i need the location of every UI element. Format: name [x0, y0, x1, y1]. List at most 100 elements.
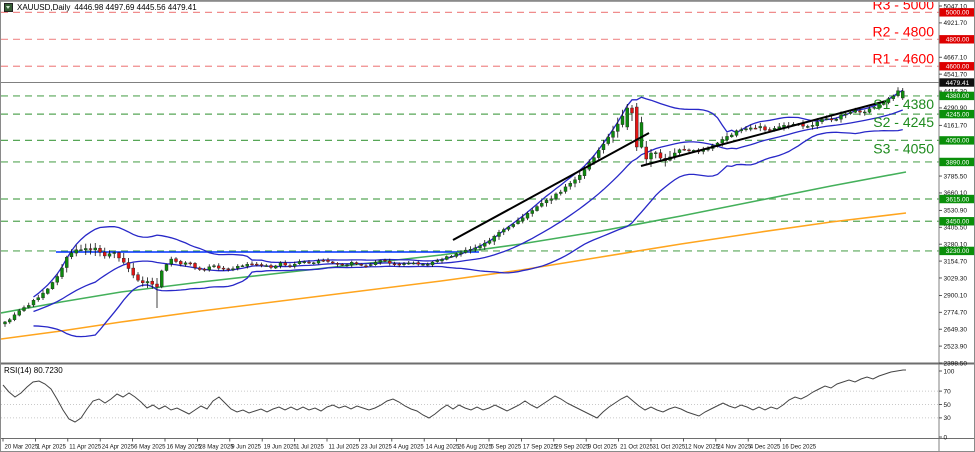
candlestick[interactable]	[421, 263, 425, 266]
candlestick[interactable]	[483, 240, 487, 250]
candlestick[interactable]	[492, 234, 496, 245]
candlestick[interactable]	[749, 124, 753, 132]
candlestick[interactable]	[326, 257, 330, 263]
candlestick[interactable]	[810, 121, 815, 130]
candlestick[interactable]	[269, 263, 273, 270]
candlestick[interactable]	[321, 258, 325, 263]
candlestick[interactable]	[307, 259, 311, 264]
candlestick[interactable]	[250, 261, 254, 266]
candlestick[interactable]	[616, 117, 620, 138]
candlestick[interactable]	[212, 263, 216, 268]
candlestick[interactable]	[36, 294, 40, 302]
candlestick[interactable]	[753, 124, 758, 130]
candlestick[interactable]	[511, 223, 515, 229]
candlestick[interactable]	[17, 308, 21, 317]
candlestick[interactable]	[141, 276, 145, 287]
candlestick[interactable]	[350, 260, 354, 268]
candlestick[interactable]	[744, 125, 748, 132]
candlestick[interactable]	[226, 267, 230, 272]
candlestick[interactable]	[79, 244, 83, 252]
candlestick[interactable]	[169, 256, 173, 267]
candlestick[interactable]	[131, 262, 135, 279]
candlestick[interactable]	[426, 262, 430, 267]
bollinger-lower-band[interactable]	[33, 128, 903, 338]
candlestick[interactable]	[530, 207, 534, 217]
candlestick[interactable]	[430, 261, 435, 268]
candlestick[interactable]	[288, 263, 292, 268]
candlestick[interactable]	[88, 243, 93, 255]
candlestick[interactable]	[46, 288, 50, 295]
candlestick[interactable]	[335, 262, 340, 267]
candlestick[interactable]	[725, 132, 729, 142]
candlestick[interactable]	[383, 258, 387, 263]
candlestick[interactable]	[112, 251, 116, 259]
candlestick[interactable]	[601, 139, 606, 154]
candlestick[interactable]	[255, 262, 259, 267]
candlestick[interactable]	[202, 267, 207, 272]
trendline-2[interactable]	[640, 100, 887, 167]
candlestick[interactable]	[354, 261, 359, 266]
candlestick[interactable]	[886, 97, 891, 105]
trendline-1[interactable]	[452, 132, 650, 241]
candlestick[interactable]	[758, 122, 762, 132]
candlestick[interactable]	[364, 264, 368, 268]
candlestick[interactable]	[863, 109, 867, 116]
candlestick[interactable]	[549, 195, 553, 204]
candlestick[interactable]	[84, 243, 88, 256]
candlestick[interactable]	[27, 302, 31, 309]
orange-ma-line[interactable]	[1, 212, 907, 340]
candlestick[interactable]	[573, 176, 577, 188]
candlestick[interactable]	[449, 255, 454, 258]
candlestick[interactable]	[563, 184, 568, 194]
candlestick[interactable]	[160, 269, 164, 289]
candlestick[interactable]	[497, 229, 501, 240]
candlestick[interactable]	[136, 272, 140, 282]
candlestick[interactable]	[677, 148, 682, 155]
candlestick[interactable]	[734, 129, 739, 138]
candlestick[interactable]	[359, 263, 363, 267]
candlestick[interactable]	[454, 252, 458, 259]
candlestick[interactable]	[217, 263, 221, 271]
candlestick[interactable]	[445, 255, 449, 261]
candlestick[interactable]	[468, 246, 473, 254]
candlestick[interactable]	[597, 147, 601, 162]
candlestick[interactable]	[207, 264, 211, 272]
candlestick[interactable]	[150, 277, 154, 289]
candlestick[interactable]	[259, 262, 264, 268]
rsi-line[interactable]	[2, 369, 906, 423]
bollinger-middle-band[interactable]	[33, 109, 903, 313]
candlestick[interactable]	[69, 249, 74, 260]
candlestick[interactable]	[8, 317, 12, 324]
candlestick[interactable]	[155, 278, 159, 308]
candlestick[interactable]	[654, 150, 658, 159]
candlestick[interactable]	[107, 250, 112, 259]
candlestick[interactable]	[392, 261, 397, 267]
candlestick[interactable]	[535, 204, 539, 212]
candlestick[interactable]	[22, 305, 26, 313]
candlestick[interactable]	[516, 217, 520, 225]
candlestick[interactable]	[416, 260, 420, 266]
candlestick[interactable]	[331, 261, 335, 265]
candlestick[interactable]	[50, 281, 55, 290]
candlestick[interactable]	[682, 145, 686, 151]
candlestick[interactable]	[730, 132, 734, 138]
candlestick[interactable]	[739, 127, 743, 134]
candlestick[interactable]	[164, 263, 169, 272]
candlestick[interactable]	[41, 290, 45, 301]
candlestick[interactable]	[896, 87, 900, 98]
candlestick[interactable]	[506, 225, 511, 232]
candlestick[interactable]	[554, 192, 558, 201]
candlestick[interactable]	[221, 266, 226, 271]
rsi-panel[interactable]	[1, 369, 939, 423]
candlestick[interactable]	[464, 247, 468, 254]
rsi-scale[interactable]: 100 70 50 30 0	[939, 368, 955, 441]
candlestick[interactable]	[891, 94, 895, 101]
candlestick[interactable]	[459, 250, 463, 257]
candlestick[interactable]	[264, 263, 268, 267]
green-ma-line[interactable]	[1, 171, 907, 314]
candlestick[interactable]	[559, 189, 563, 196]
candlestick[interactable]	[369, 262, 373, 267]
candlestick[interactable]	[293, 261, 297, 269]
